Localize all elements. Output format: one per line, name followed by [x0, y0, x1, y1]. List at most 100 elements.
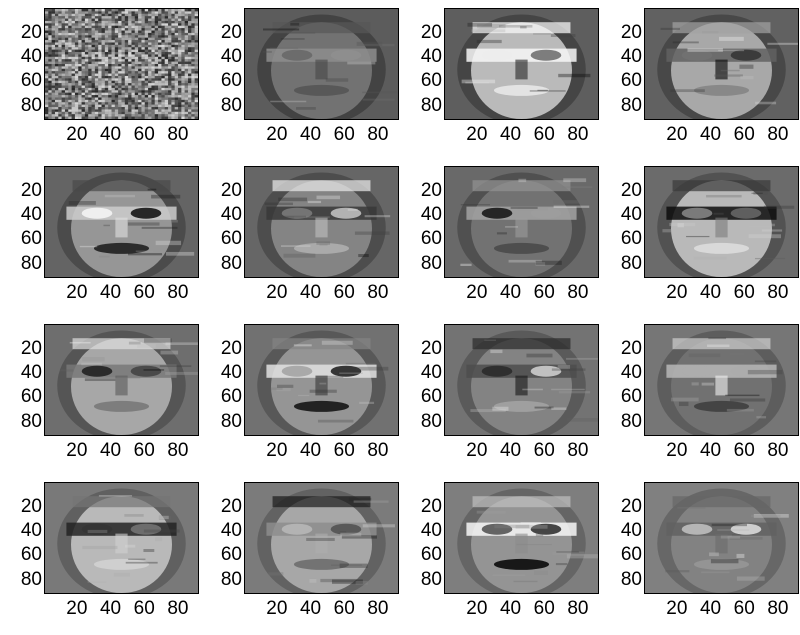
- x-tick-label: 80: [167, 440, 189, 461]
- x-tick-label: 60: [733, 282, 755, 303]
- x-tick-label: 60: [733, 440, 755, 461]
- y-tick-label: 20: [220, 179, 242, 201]
- y-tick-label: 40: [420, 204, 442, 226]
- x-tick-label: 60: [333, 282, 355, 303]
- subplot-image-16: [644, 482, 799, 594]
- y-tick-label: 60: [620, 386, 642, 408]
- x-tick-label: 40: [699, 598, 722, 619]
- x-tick-label: 80: [767, 282, 789, 303]
- subplot-5: 20 40 60 80 20 40 60 80: [0, 158, 200, 316]
- x-tick-label: 20: [466, 124, 488, 145]
- subplot-image-15: [444, 482, 599, 594]
- y-tick-label: 40: [220, 46, 242, 68]
- y-tick-label: 60: [420, 70, 442, 92]
- x-tick-label: 40: [499, 282, 522, 303]
- x-tick-label: 60: [533, 124, 555, 145]
- subplot-heatmap-15: [445, 483, 598, 593]
- x-tick-label: 80: [167, 598, 189, 619]
- x-tick-label: 80: [367, 124, 389, 145]
- subplot-heatmap-1: [45, 9, 198, 119]
- x-tick-label: 20: [666, 282, 688, 303]
- x-tick-label: 60: [133, 124, 155, 145]
- x-tick-label: 60: [333, 598, 355, 619]
- y-tick-label: 80: [20, 410, 42, 432]
- y-tick-label: 40: [220, 520, 242, 542]
- x-tick-label: 60: [733, 598, 755, 619]
- y-tick-label: 40: [620, 362, 642, 384]
- y-tick-label: 60: [20, 544, 42, 566]
- y-tick-label: 20: [20, 179, 42, 201]
- x-tick-label: 20: [666, 124, 688, 145]
- x-tick-label: 40: [699, 124, 722, 145]
- x-tick-label: 60: [533, 598, 555, 619]
- y-tick-label: 80: [220, 568, 242, 590]
- y-tick-label: 60: [220, 544, 242, 566]
- subplot-heatmap-11: [445, 325, 598, 435]
- subplot-image-5: [44, 166, 199, 278]
- y-tick-label: 60: [620, 544, 642, 566]
- y-tick-label: 60: [420, 386, 442, 408]
- subplot-heatmap-16: [645, 483, 798, 593]
- subplot-image-12: [644, 324, 799, 436]
- subplot-image-11: [444, 324, 599, 436]
- x-tick-label: 40: [99, 282, 122, 303]
- x-tick-label: 80: [367, 282, 389, 303]
- y-tick-label: 60: [220, 386, 242, 408]
- y-tick-label: 80: [620, 252, 642, 274]
- x-tick-label: 80: [167, 124, 189, 145]
- y-tick-label: 40: [20, 362, 42, 384]
- y-tick-label: 60: [20, 70, 42, 92]
- y-tick-label: 80: [20, 94, 42, 116]
- y-tick-label: 80: [220, 410, 242, 432]
- x-tick-label: 20: [666, 440, 688, 461]
- x-tick-label: 60: [333, 440, 355, 461]
- x-tick-label: 40: [99, 124, 122, 145]
- subplot-15: 20 40 60 80 20 40 60 80: [400, 474, 600, 632]
- subplot-14: 20 40 60 80 20 40 60 80: [200, 474, 400, 632]
- y-tick-label: 40: [20, 520, 42, 542]
- x-tick-label: 40: [299, 282, 322, 303]
- x-tick-label: 60: [733, 124, 755, 145]
- x-tick-label: 40: [499, 598, 522, 619]
- subplot-heatmap-14: [245, 483, 398, 593]
- y-tick-label: 20: [420, 179, 442, 201]
- y-tick-label: 80: [420, 568, 442, 590]
- x-tick-label: 80: [567, 282, 589, 303]
- y-tick-label: 60: [220, 70, 242, 92]
- y-tick-label: 60: [420, 228, 442, 250]
- y-tick-label: 80: [420, 252, 442, 274]
- y-tick-label: 20: [620, 179, 642, 201]
- x-tick-label: 40: [99, 598, 122, 619]
- subplot-1: 20 40 60 80 20 40 60 80: [0, 0, 200, 158]
- x-tick-label: 80: [367, 598, 389, 619]
- x-tick-label: 40: [499, 440, 522, 461]
- y-tick-label: 80: [420, 94, 442, 116]
- x-tick-label: 40: [299, 598, 322, 619]
- subplot-13: 20 40 60 80 20 40 60 80: [0, 474, 200, 632]
- y-tick-label: 20: [620, 495, 642, 517]
- y-tick-label: 20: [220, 495, 242, 517]
- subplot-heatmap-6: [245, 167, 398, 277]
- y-tick-label: 20: [420, 495, 442, 517]
- y-tick-label: 40: [20, 46, 42, 68]
- x-tick-label: 20: [666, 598, 688, 619]
- subplot-9: 20 40 60 80 20 40 60 80: [0, 316, 200, 474]
- subplot-heatmap-9: [45, 325, 198, 435]
- y-tick-label: 80: [220, 94, 242, 116]
- y-tick-label: 20: [20, 495, 42, 517]
- subplot-image-8: [644, 166, 799, 278]
- x-tick-label: 60: [333, 124, 355, 145]
- x-tick-label: 40: [299, 440, 322, 461]
- subplot-image-4: [644, 8, 799, 120]
- y-tick-label: 60: [20, 386, 42, 408]
- subplot-6: 20 40 60 80 20 40 60 80: [200, 158, 400, 316]
- subplot-16: 20 40 60 80 20 40 60 80: [600, 474, 800, 632]
- y-tick-label: 40: [420, 520, 442, 542]
- y-tick-label: 60: [20, 228, 42, 250]
- x-tick-label: 20: [466, 598, 488, 619]
- x-tick-label: 60: [133, 440, 155, 461]
- x-tick-label: 80: [567, 598, 589, 619]
- y-tick-label: 80: [20, 568, 42, 590]
- y-tick-label: 40: [620, 204, 642, 226]
- subplot-heatmap-3: [445, 9, 598, 119]
